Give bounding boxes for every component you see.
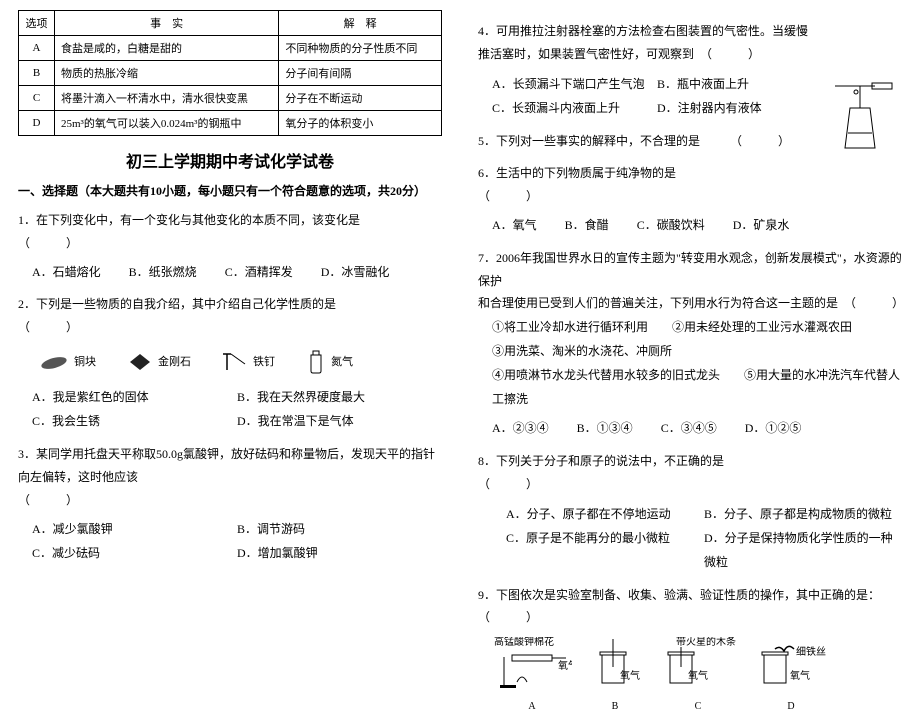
q4-opt-c: C．长颈漏斗内液面上升 (492, 96, 657, 120)
q2-stem: 2．下列是一些物质的自我介绍，其中介绍自己化学性质的是 （ ） (18, 293, 442, 339)
q1-opt-b: B．纸张燃烧 (129, 261, 197, 284)
question-6: 6．生活中的下列物质属于纯净物的是 （ ） A．氧气 B．食醋 C．碳酸饮料 D… (478, 162, 902, 236)
q7-opt-c: C．③④⑤ (661, 417, 717, 440)
th-fact: 事 实 (55, 11, 279, 36)
q8-opt-d: D．分子是保持物质化学性质的一种微粒 (704, 526, 902, 574)
iron-wire-icon: 细铁丝 氧气 (756, 637, 826, 689)
table-row: B 物质的热胀冷缩 分子间有间隔 (19, 61, 442, 86)
q3-stem: 3．某同学用托盘天平称取50.0g氯酸钾，放好砝码和称量物后，发现天平的指针向左… (18, 443, 442, 511)
q2-opt-b: B．我在天然界硬度最大 (237, 385, 442, 409)
svg-text:氧气: 氧气 (558, 659, 572, 672)
apparatus-figure (830, 78, 900, 158)
collect-jar-icon: 氧气 (590, 637, 640, 689)
question-8: 8．下列关于分子和原子的说法中，不正确的是 （ ） A．分子、原子都在不停地运动… (478, 450, 902, 574)
q4-stem2: 推活塞时，如果装置气密性好，可观察到 （ ） (478, 43, 822, 66)
q7-stem1: 7．2006年我国世界水日的宣传主题为"转变用水观念，创新发展模式"，水资源的保… (478, 247, 902, 293)
q4-stem1: 4．可用推拉注射器栓塞的方法检查右图装置的气密性。当缓慢 (478, 20, 822, 43)
question-2: 2．下列是一些物质的自我介绍，其中介绍自己化学性质的是 （ ） 铜块 金刚石 铁… (18, 293, 442, 433)
q3-opt-b: B．调节游码 (237, 517, 442, 541)
table-row: A 食盐是咸的，白糖是甜的 不同种物质的分子性质不同 (19, 36, 442, 61)
q9-fig-d: 细铁丝 氧气 D (756, 637, 826, 716)
svg-text:氧气: 氧气 (620, 669, 640, 682)
q7-item-3: ④用喷淋节水龙头代替用水较多的旧式龙头 ⑤用大量的水冲洗汽车代替人工擦洗 (492, 363, 902, 411)
q7-opt-d: D．①②⑤ (745, 417, 802, 440)
question-9: 9．下图依次是实验室制备、收集、验满、验证性质的操作，其中正确的是：（ ） 高锰… (478, 584, 902, 716)
q2-opt-d: D．我在常温下是气体 (237, 409, 442, 433)
question-1: 1．在下列变化中，有一个变化与其他变化的本质不同，该变化是 （ ） A．石蜡熔化… (18, 209, 442, 283)
q4-opt-a: A．长颈漏斗下端口产生气泡 (492, 72, 657, 96)
q6-stem: 6．生活中的下列物质属于纯净物的是 （ ） (478, 162, 902, 208)
q9-fig-a: 高锰酸钾 棉花 氧气 A (492, 637, 572, 716)
q2-img-nitrogen: 氮气 (305, 349, 353, 375)
right-column: 4．可用推拉注射器栓塞的方法检查右图装置的气密性。当缓慢 推活塞时，如果装置气密… (460, 0, 920, 637)
q3-opt-a: A．减少氯酸钾 (32, 517, 237, 541)
q2-img-copper: 铜块 (38, 352, 96, 373)
q1-opt-d: D．冰雪融化 (321, 261, 390, 284)
q1-opt-c: C．酒精挥发 (225, 261, 293, 284)
q8-stem: 8．下列关于分子和原子的说法中，不正确的是 （ ） (478, 450, 902, 496)
q8-opt-b: B．分子、原子都是构成物质的微粒 (704, 502, 902, 526)
q2-img-diamond: 金刚石 (126, 352, 191, 373)
q2-img-nail: 铁钉 (221, 350, 275, 374)
q8-opt-a: A．分子、原子都在不停地运动 (506, 502, 704, 526)
section-heading: 一、选择题（本大题共有10小题，每小题只有一个符合题意的选项，共20分） (18, 182, 442, 199)
bottle-icon (305, 349, 327, 375)
q4-opt-d: D．注射器内有液体 (657, 96, 822, 120)
q6-opt-a: A．氧气 (492, 214, 537, 237)
nail-icon (221, 350, 249, 374)
q6-opt-b: B．食醋 (565, 214, 609, 237)
th-explain: 解 释 (279, 11, 442, 36)
q6-opt-d: D．矿泉水 (733, 214, 790, 237)
page-title: 初三上学期期中考试化学试卷 (18, 148, 442, 172)
svg-text:氧气: 氧气 (688, 669, 708, 682)
svg-text:带火星的木条: 带火星的木条 (676, 637, 736, 648)
q7-item-1: ①将工业冷却水进行循环利用 ②用未经处理的工业污水灌溉农田 (492, 315, 902, 339)
q3-opt-c: C．减少砝码 (32, 541, 237, 565)
question-7: 7．2006年我国世界水日的宣传主题为"转变用水观念，创新发展模式"，水资源的保… (478, 247, 902, 440)
th-opt: 选项 (19, 11, 55, 36)
q4-opt-b: B．瓶中液面上升 (657, 72, 822, 96)
q9-stem: 9．下图依次是实验室制备、收集、验满、验证性质的操作，其中正确的是：（ ） (478, 584, 902, 630)
q2-opt-c: C．我会生锈 (32, 409, 237, 433)
q7-stem2: 和合理使用已受到人们的普遍关注，下列用水行为符合这一主题的是 （ ） (478, 292, 902, 315)
table-row: C 将墨汁滴入一杯清水中，清水很快变黑 分子在不断运动 (19, 86, 442, 111)
facts-table: 选项 事 实 解 释 A 食盐是咸的，白糖是甜的 不同种物质的分子性质不同 B … (18, 10, 442, 136)
copper-block-icon (38, 353, 70, 371)
q1-opt-a: A．石蜡熔化 (32, 261, 101, 284)
diamond-icon (126, 352, 154, 372)
svg-text:高锰酸钾: 高锰酸钾 (494, 637, 534, 648)
svg-text:棉花: 棉花 (534, 637, 554, 648)
q7-item-2: ③用洗菜、淘米的水浇花、冲厕所 (492, 339, 902, 363)
q9-fig-b: 氧气 B (590, 637, 640, 716)
heating-apparatus-icon: 高锰酸钾 棉花 氧气 (492, 637, 572, 689)
q2-opt-a: A．我是紫红色的固体 (32, 385, 237, 409)
table-row: D 25m³的氧气可以装入0.024m³的钢瓶中 氧分子的体积变小 (19, 111, 442, 136)
q9-fig-c: 带火星的木条 氧气 C (658, 637, 738, 716)
question-3: 3．某同学用托盘天平称取50.0g氯酸钾，放好砝码和称量物后，发现天平的指针向左… (18, 443, 442, 565)
left-column: 选项 事 实 解 释 A 食盐是咸的，白糖是甜的 不同种物质的分子性质不同 B … (0, 0, 460, 637)
test-full-icon: 带火星的木条 氧气 (658, 637, 738, 689)
svg-text:氧气: 氧气 (790, 669, 810, 682)
q1-stem: 1．在下列变化中，有一个变化与其他变化的本质不同，该变化是 （ ） (18, 209, 442, 255)
q7-opt-a: A．②③④ (492, 417, 549, 440)
q8-opt-c: C．原子是不能再分的最小微粒 (506, 526, 704, 574)
q6-opt-c: C．碳酸饮料 (637, 214, 705, 237)
q7-opt-b: B．①③④ (577, 417, 633, 440)
svg-text:细铁丝: 细铁丝 (796, 645, 826, 658)
q3-opt-d: D．增加氯酸钾 (237, 541, 442, 565)
